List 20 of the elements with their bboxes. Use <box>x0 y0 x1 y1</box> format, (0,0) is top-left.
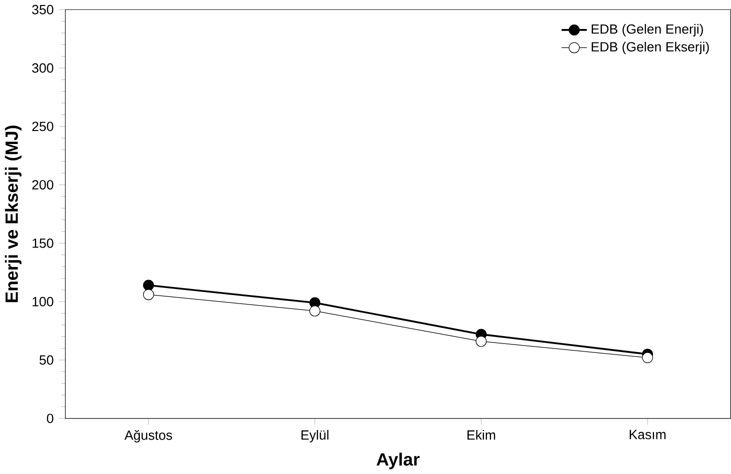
x-axis-title: Aylar <box>376 452 420 470</box>
x-tick-label: Eylül <box>302 430 328 442</box>
y-tick-label: 250 <box>32 122 54 132</box>
y-tick-label: 100 <box>32 296 54 306</box>
y-tick-label: 350 <box>32 4 54 14</box>
point <box>309 305 320 316</box>
point <box>642 352 654 364</box>
point <box>476 336 487 347</box>
x-tick-label: Kasım <box>630 430 666 440</box>
y-tick-label: 50 <box>40 355 54 365</box>
y-tick-label: 200 <box>32 180 54 190</box>
legend-label: EDB (Gelen Ekserji) <box>592 42 709 54</box>
y-axis-title: Enerji ve Ekserji (MJ) <box>4 126 22 302</box>
x-tick-label: Ekim <box>468 430 496 440</box>
x-tick-label: Ağustos <box>124 430 172 442</box>
point <box>143 280 154 291</box>
y-tick-label: 150 <box>32 238 54 248</box>
y-tick-label: 0 <box>46 414 54 424</box>
y-tick-label: 300 <box>32 63 54 73</box>
legend-label: EDB (Gelen Enerji) <box>592 24 703 36</box>
